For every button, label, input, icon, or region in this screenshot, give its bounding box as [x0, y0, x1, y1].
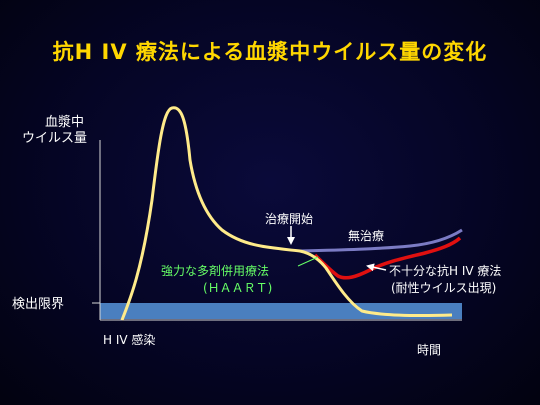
no-treatment-label: 無治療 — [348, 229, 385, 243]
series-no-treatment-line — [299, 228, 463, 253]
detection-limit-band — [100, 303, 462, 319]
haart-arrow — [297, 256, 319, 267]
haart-label-line1: 強力な多剤併用療法 — [161, 264, 270, 278]
haart-label-line2: (ＨＡＡＲＴ) — [203, 281, 273, 295]
series-insufficient-line — [313, 236, 462, 280]
insufficient-label-line2: (耐性ウイルス出現) — [391, 281, 497, 295]
insufficient-label-line1: 不十分な抗H IV 療法 — [389, 264, 502, 278]
y-axis-label-line1: 血漿中 — [45, 115, 85, 130]
y-axis-label-line2: ウイルス量 — [22, 131, 88, 146]
detection-limit-label: 検出限界 — [12, 297, 65, 312]
series-haart-line — [120, 106, 453, 321]
treatment-start-label: 治療開始 — [265, 212, 314, 226]
insufficient-arrow — [366, 263, 387, 272]
chart-title: 抗H IV 療法による血漿中ウイルス量の変化 — [52, 40, 488, 64]
x-start-label: H IV 感染 — [103, 333, 156, 347]
x-axis-label: 時間 — [417, 343, 442, 357]
